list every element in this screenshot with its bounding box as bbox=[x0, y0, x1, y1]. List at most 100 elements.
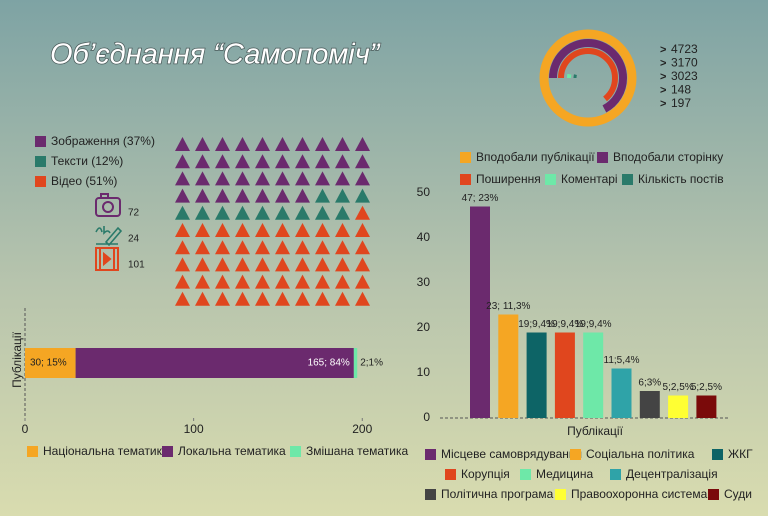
legend-swatch bbox=[555, 489, 566, 500]
legend-swatch bbox=[460, 152, 471, 163]
data-label: 23; 11,3% bbox=[486, 301, 530, 312]
waffle-cell bbox=[215, 291, 230, 306]
waffle-cell bbox=[215, 205, 230, 220]
waffle-cell bbox=[295, 274, 310, 289]
waffle-cell bbox=[215, 274, 230, 289]
legend-swatch bbox=[708, 489, 719, 500]
legend-swatch bbox=[35, 156, 46, 167]
waffle-cell bbox=[355, 171, 370, 186]
waffle-cell bbox=[215, 223, 230, 237]
legend-swatch bbox=[597, 152, 608, 163]
bar bbox=[668, 395, 689, 418]
waffle-cell bbox=[175, 154, 190, 169]
legend-label: Локальна тематика bbox=[178, 444, 286, 458]
icon-count: 24 bbox=[128, 234, 140, 245]
legend-label: Змішана тематика bbox=[306, 444, 409, 458]
legend-label: Зображення (37%) bbox=[51, 134, 155, 148]
legend-label: Відео (51%) bbox=[51, 174, 117, 188]
waffle-cell bbox=[315, 240, 330, 255]
waffle-cell bbox=[275, 188, 290, 203]
data-label: 11;5,4% bbox=[604, 355, 640, 366]
waffle-cell bbox=[235, 154, 250, 169]
waffle-cell bbox=[235, 240, 250, 255]
waffle-cell bbox=[355, 291, 370, 306]
waffle-cell bbox=[235, 171, 250, 186]
legend-swatch bbox=[712, 449, 723, 460]
waffle-cell bbox=[255, 223, 270, 237]
bar bbox=[470, 206, 490, 418]
waffle-cell bbox=[175, 223, 190, 237]
bar bbox=[583, 332, 604, 418]
waffle-cell bbox=[355, 137, 370, 151]
waffle-cell bbox=[335, 154, 350, 169]
legend-swatch bbox=[622, 174, 633, 185]
legend-label: Медицина bbox=[536, 467, 593, 481]
data-label: 6;3% bbox=[638, 378, 661, 389]
x-tick-label: 200 bbox=[352, 422, 372, 436]
radial-bar bbox=[567, 57, 609, 99]
legend-swatch bbox=[425, 449, 436, 460]
waffle-cell bbox=[275, 291, 290, 306]
legend-swatch bbox=[570, 449, 581, 460]
radial-marker: > bbox=[660, 57, 666, 69]
waffle-cell bbox=[215, 240, 230, 255]
y-axis-label: Публікації bbox=[10, 331, 24, 387]
waffle-cell bbox=[335, 291, 350, 306]
radial-bar bbox=[558, 48, 618, 108]
waffle-cell bbox=[315, 137, 330, 151]
legend-label: Корупція bbox=[461, 467, 510, 481]
waffle-cell bbox=[175, 274, 190, 289]
radial-marker: > bbox=[660, 71, 666, 83]
x-tick-label: 100 bbox=[184, 422, 204, 436]
bar bbox=[611, 368, 632, 418]
waffle-cell bbox=[355, 257, 370, 272]
legend-label: Децентралізація bbox=[626, 467, 718, 481]
waffle-cell bbox=[255, 205, 270, 220]
icon-count: 101 bbox=[128, 260, 145, 271]
waffle-cell bbox=[255, 291, 270, 306]
waffle-cell bbox=[275, 137, 290, 151]
legend-swatch bbox=[545, 174, 556, 185]
waffle-cell bbox=[275, 257, 290, 272]
y-tick-label: 10 bbox=[417, 365, 431, 379]
bar bbox=[639, 391, 660, 418]
waffle-cell bbox=[295, 223, 310, 237]
waffle-cell bbox=[315, 223, 330, 237]
legend-label: Вподобали сторінку bbox=[613, 150, 723, 164]
radial-value: 3023 bbox=[671, 69, 698, 83]
icon-count: 72 bbox=[128, 208, 140, 219]
page-title: Об’єднання “Самопоміч” bbox=[50, 39, 381, 71]
y-tick-label: 0 bbox=[423, 410, 430, 424]
bar bbox=[498, 314, 519, 418]
waffle-cell bbox=[295, 171, 310, 186]
y-tick-label: 20 bbox=[417, 320, 431, 334]
waffle-cell bbox=[215, 188, 230, 203]
waffle-cell bbox=[295, 205, 310, 220]
waffle-cell bbox=[235, 257, 250, 272]
waffle-cell bbox=[235, 291, 250, 306]
legend-label: Національна тематика bbox=[43, 444, 169, 458]
legend-swatch bbox=[290, 446, 301, 457]
radial-bar bbox=[573, 63, 603, 93]
radial-value: 197 bbox=[671, 96, 691, 110]
legend-swatch bbox=[610, 469, 621, 480]
waffle-cell bbox=[355, 223, 370, 237]
waffle-cell bbox=[355, 274, 370, 289]
bar-segment bbox=[25, 348, 76, 378]
waffle-cell bbox=[175, 257, 190, 272]
waffle-cell bbox=[195, 274, 210, 289]
radial-marker: > bbox=[660, 84, 666, 96]
radial-marker: > bbox=[660, 98, 666, 110]
x-axis-label: Публікації bbox=[567, 424, 623, 438]
legend-swatch bbox=[460, 174, 471, 185]
waffle-cell bbox=[255, 240, 270, 255]
data-label: 19;9,4% bbox=[575, 319, 612, 330]
camera-icon bbox=[95, 193, 121, 217]
legend-label: Правоохоронна система bbox=[571, 487, 708, 501]
waffle-cell bbox=[255, 257, 270, 272]
waffle-cell bbox=[175, 171, 190, 186]
waffle-cell bbox=[195, 154, 210, 169]
waffle-cell bbox=[355, 154, 370, 169]
waffle-cell bbox=[335, 188, 350, 203]
